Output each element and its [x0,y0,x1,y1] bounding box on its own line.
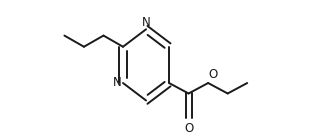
Text: N: N [113,76,122,89]
Text: O: O [209,68,218,81]
Text: N: N [142,16,150,29]
Text: O: O [184,122,193,135]
